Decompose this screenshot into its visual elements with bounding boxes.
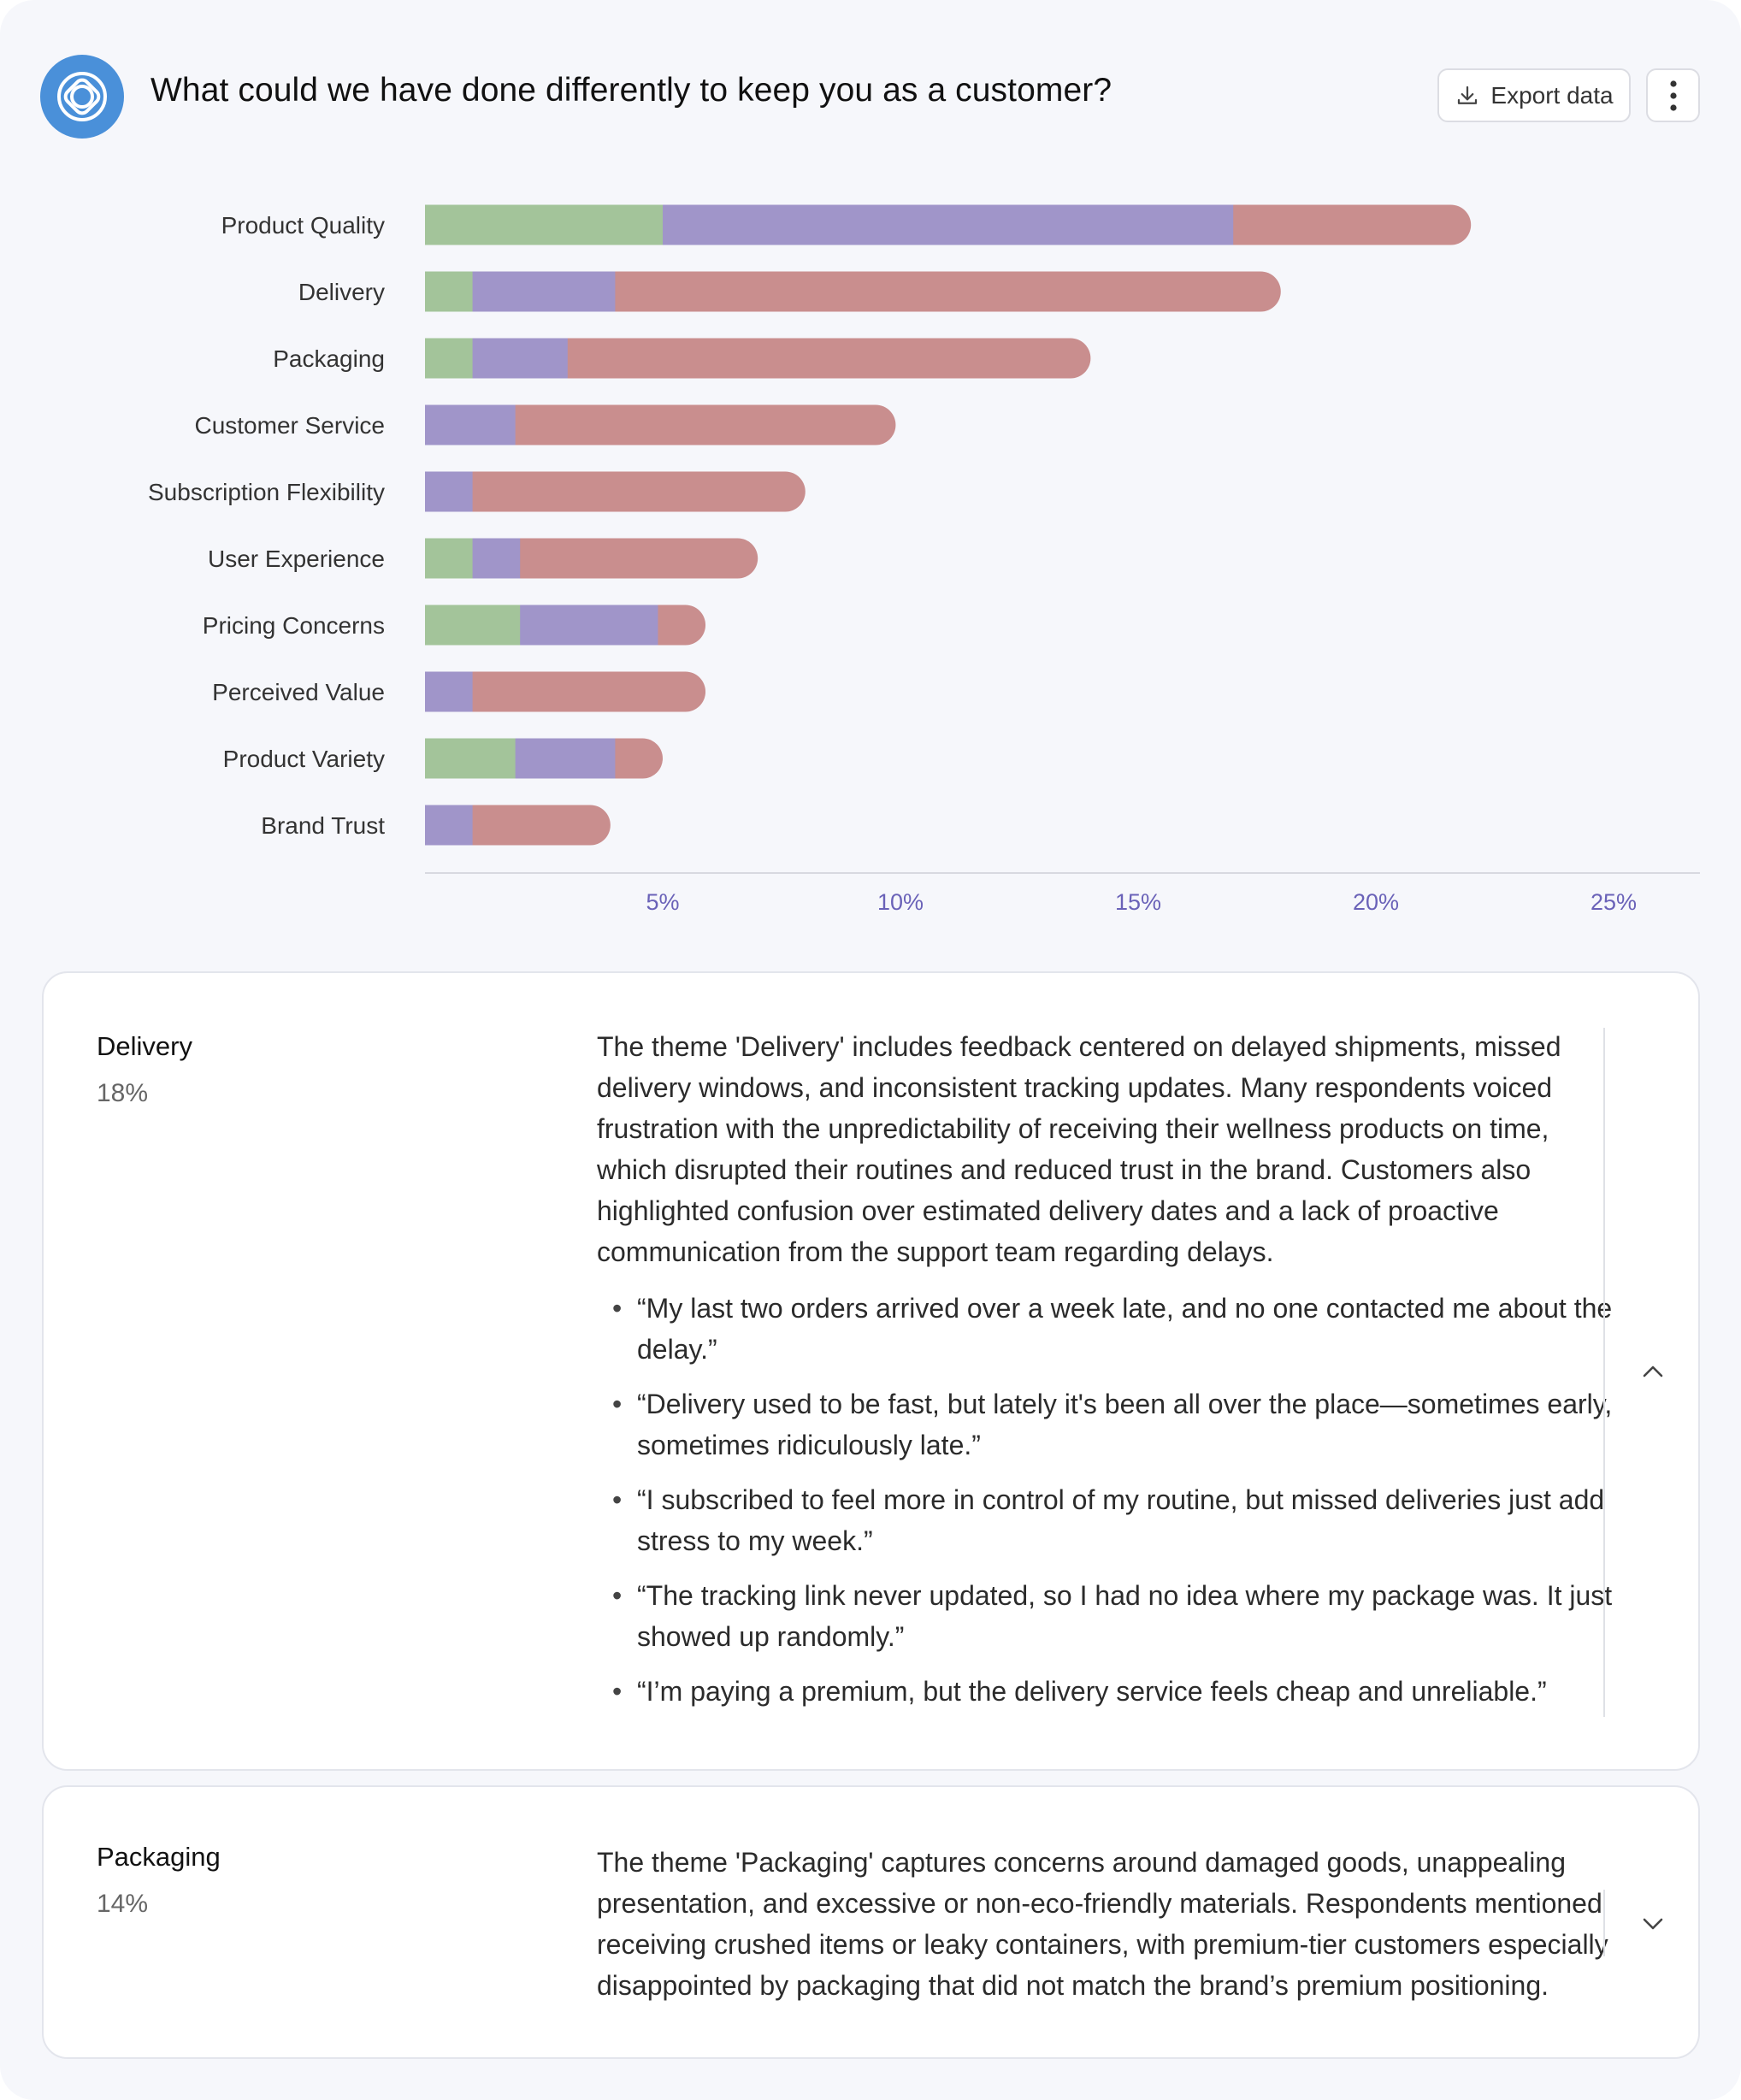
export-data-button[interactable]: Export data [1437, 68, 1631, 122]
bar-segment[interactable] [520, 605, 658, 646]
bar-segment[interactable] [472, 805, 611, 846]
bar-group[interactable] [425, 204, 1472, 245]
quote-item: “I’m paying a premium, but the delivery … [597, 1671, 1614, 1712]
category-label: Perceived Value [212, 679, 385, 705]
bar-group[interactable] [425, 605, 706, 646]
bar-group[interactable] [425, 805, 611, 846]
bar-segment[interactable] [425, 538, 474, 579]
more-vertical-icon [1669, 79, 1678, 113]
theme-description-block: The theme 'Delivery' includes feedback c… [597, 1026, 1614, 1725]
bar-segment[interactable] [472, 338, 569, 379]
bar-group[interactable] [425, 338, 1091, 379]
card-divider [1603, 1890, 1605, 1956]
quote-list: “My last two orders arrived over a week … [597, 1288, 1614, 1712]
bar-group[interactable] [425, 738, 664, 779]
bar-segment[interactable] [425, 404, 516, 445]
x-tick-label: 15% [1115, 889, 1161, 915]
theme-title: Delivery [97, 1031, 192, 1061]
bar-segment[interactable] [425, 805, 474, 846]
theme-description: The theme 'Packaging' captures concerns … [597, 1847, 1608, 2001]
more-options-button[interactable] [1646, 68, 1700, 122]
category-label: Brand Trust [261, 812, 385, 839]
theme-description-block: The theme 'Packaging' captures concerns … [597, 1842, 1614, 2006]
category-label: Subscription Flexibility [148, 479, 385, 505]
logo-icon [40, 55, 124, 139]
bar-segment[interactable] [520, 538, 758, 579]
bar-segment[interactable] [1233, 204, 1472, 245]
quote-item: “The tracking link never updated, so I h… [597, 1575, 1614, 1657]
x-tick-label: 20% [1353, 889, 1399, 915]
bar-segment[interactable] [425, 338, 474, 379]
theme-percentage: 14% [97, 1890, 149, 1918]
chevron-up-icon [1642, 1365, 1664, 1378]
download-icon [1455, 83, 1480, 109]
bar-segment[interactable] [425, 271, 474, 312]
bar-segment[interactable] [615, 271, 1281, 312]
bar-segment[interactable] [515, 404, 896, 445]
card-divider [1603, 1028, 1605, 1717]
bar-segment[interactable] [425, 738, 516, 779]
category-label: Pricing Concerns [203, 612, 385, 639]
category-label: Product Variety [223, 746, 385, 772]
quote-item: “Delivery used to be fast, but lately it… [597, 1383, 1614, 1466]
theme-card-delivery[interactable]: Delivery 18% The theme 'Delivery' includ… [42, 971, 1700, 1771]
bar-group[interactable] [425, 271, 1281, 312]
quote-item: “My last two orders arrived over a week … [597, 1288, 1614, 1370]
category-label: User Experience [208, 546, 385, 572]
category-label: Packaging [273, 345, 385, 372]
bar-segment[interactable] [515, 738, 616, 779]
x-tick-label: 5% [646, 889, 679, 915]
bar-segment[interactable] [658, 605, 706, 646]
bar-group[interactable] [425, 538, 758, 579]
bar-segment[interactable] [425, 605, 521, 646]
quote-item: “I subscribed to feel more in control of… [597, 1479, 1614, 1561]
category-label: Delivery [298, 279, 385, 305]
chevron-down-icon [1642, 1917, 1664, 1931]
bar-segment[interactable] [472, 671, 706, 712]
theme-description: The theme 'Delivery' includes feedback c… [597, 1031, 1561, 1267]
page-title: What could we have done differently to k… [150, 72, 1112, 109]
theme-card-packaging[interactable]: Packaging 14% The theme 'Packaging' capt… [42, 1785, 1700, 2059]
bar-segment[interactable] [472, 538, 521, 579]
collapse-button[interactable] [1636, 1354, 1670, 1389]
stacked-bar-chart: Product Quality Delivery Packaging Customer… [148, 204, 1700, 915]
expand-button[interactable] [1636, 1907, 1670, 1941]
category-label: Customer Service [194, 412, 385, 439]
bar-segment[interactable] [425, 471, 474, 512]
x-tick-label: 10% [877, 889, 924, 915]
bar-segment[interactable] [615, 738, 663, 779]
bar-group[interactable] [425, 671, 706, 712]
x-tick-label: 25% [1591, 889, 1637, 915]
export-data-label: Export data [1490, 81, 1614, 109]
bar-segment[interactable] [567, 338, 1091, 379]
category-label: Product Quality [221, 212, 385, 239]
bar-segment[interactable] [472, 271, 616, 312]
bar-segment[interactable] [425, 204, 664, 245]
bar-segment[interactable] [425, 671, 474, 712]
theme-title: Packaging [97, 1842, 221, 1872]
bar-segment[interactable] [472, 471, 806, 512]
bar-group[interactable] [425, 404, 896, 445]
theme-percentage: 18% [97, 1079, 149, 1107]
bar-segment[interactable] [663, 204, 1234, 245]
bar-group[interactable] [425, 471, 806, 512]
